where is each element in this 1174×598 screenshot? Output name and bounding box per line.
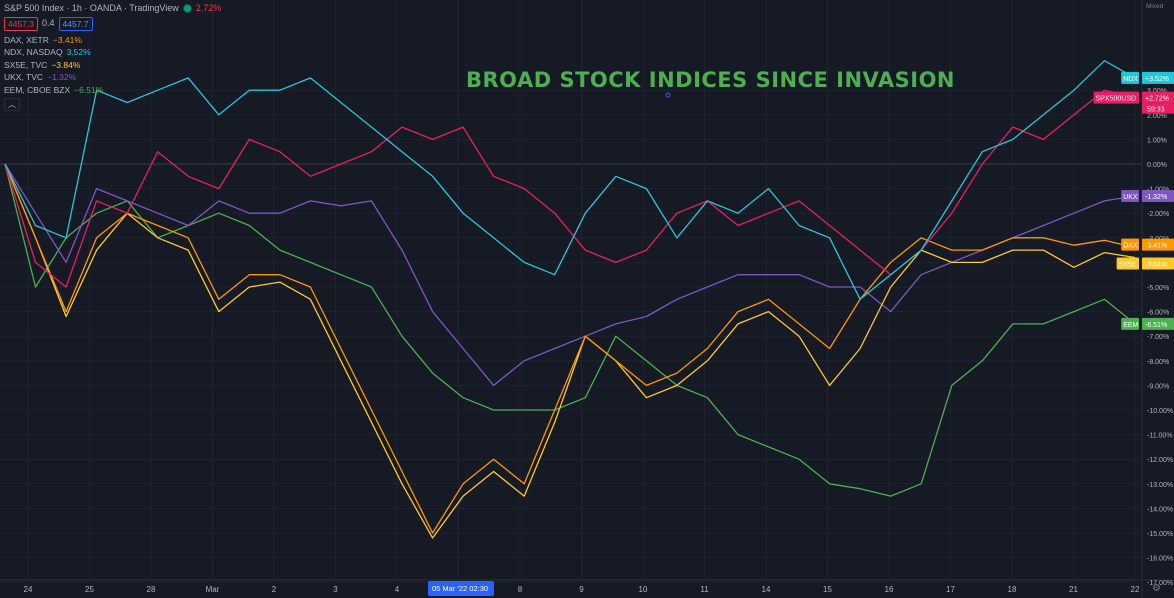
x-tick-label: 22 — [1131, 585, 1140, 594]
legend: S&P 500 Index · 1h · OANDA · TradingView… — [4, 2, 221, 111]
price-boxes: 4457.3 0.4 4457.7 — [4, 16, 221, 31]
bid-price[interactable]: 4457.3 — [4, 16, 38, 31]
x-tick-label: 21 — [1069, 585, 1078, 594]
y-tick-label: -17.00% — [1147, 580, 1173, 587]
x-tick-label: Mar — [206, 585, 220, 594]
legend-item-name: NDX, NASDAQ — [4, 47, 63, 57]
symbol-header: S&P 500 Index · 1h · OANDA · TradingView… — [4, 2, 221, 15]
legend-item[interactable]: NDX, NASDAQ 3.52% — [4, 46, 221, 59]
svg-text:-3.41%: -3.41% — [1145, 243, 1167, 250]
y-tick-label: -5.00% — [1147, 285, 1169, 292]
symbol-label[interactable]: S&P 500 Index · 1h · OANDA · TradingView — [4, 3, 179, 13]
svg-text:SX5E: SX5E — [1119, 261, 1137, 268]
svg-text:+2.72%: +2.72% — [1145, 96, 1169, 103]
svg-text:+3.52%: +3.52% — [1145, 76, 1169, 83]
crosshair-marker — [665, 92, 671, 98]
x-tick-label: 16 — [885, 585, 894, 594]
ask-price[interactable]: 4457.7 — [58, 16, 93, 31]
scale-mode-label[interactable]: Mixed — [1146, 3, 1164, 10]
legend-item-value: −1.32% — [47, 72, 77, 82]
y-tick-label: -15.00% — [1147, 531, 1173, 538]
svg-text:SPX500USD: SPX500USD — [1096, 96, 1136, 103]
y-tick-label: -9.00% — [1147, 383, 1169, 390]
x-tick-label: 10 — [639, 585, 648, 594]
y-tick-label: -2.00% — [1147, 211, 1169, 218]
x-tick-label: 11 — [700, 585, 709, 594]
legend-item-value: −6.51% — [74, 84, 104, 95]
chart-title: BROAD STOCK INDICES SINCE INVASION — [466, 68, 955, 92]
x-tick-label: 8 — [518, 585, 523, 594]
x-tick-label: 4 — [395, 585, 400, 594]
symbol-change: 2.72% — [195, 3, 222, 13]
legend-item-value: −3.41% — [52, 34, 82, 45]
series-badge-sx5e: SX5E -3.84% — [1116, 257, 1174, 270]
legend-item[interactable]: UKX, TVC −1.32% — [4, 71, 221, 84]
svg-text:UKX: UKX — [1123, 194, 1138, 201]
spread-value: 0.4 — [42, 18, 55, 29]
svg-text:EEM: EEM — [1123, 322, 1138, 329]
series-line-dax[interactable] — [4, 163, 1136, 534]
series-line-sx5e[interactable] — [4, 163, 1136, 539]
x-tick-label: 28 — [147, 585, 156, 594]
series-line-eem[interactable] — [4, 163, 1136, 497]
svg-text:-1.32%: -1.32% — [1145, 194, 1167, 201]
series-line-ndx[interactable] — [4, 60, 1136, 300]
svg-text:59:33: 59:33 — [1147, 107, 1165, 114]
svg-text:05 Mar '22 02:30: 05 Mar '22 02:30 — [432, 584, 488, 593]
legend-item[interactable]: DAX, XETR −3.41% — [4, 34, 221, 47]
y-tick-label: -16.00% — [1147, 556, 1173, 563]
series-badge-ndx: NDX +3.52% — [1121, 71, 1174, 84]
legend-item-name: UKX, TVC — [4, 72, 44, 82]
legend-item-name: DAX, XETR — [4, 34, 49, 45]
legend-item-value: −3.84% — [51, 59, 81, 70]
legend-rows: DAX, XETR −3.41% NDX, NASDAQ 3.52% SX5E, TVC… — [4, 34, 221, 97]
x-tick-label: 15 — [823, 585, 832, 594]
gear-icon[interactable]: ⚙ — [1152, 583, 1161, 594]
x-tick-label: 14 — [762, 585, 771, 594]
crosshair-time-label: 05 Mar '22 02:30 — [428, 581, 494, 596]
y-tick-label: -6.00% — [1147, 310, 1169, 317]
legend-collapse: ︿ — [4, 98, 221, 111]
legend-item-value: 3.52% — [66, 47, 91, 57]
series-badge-eem: EEM -6.51% — [1121, 317, 1174, 330]
legend-item[interactable]: EEM, CBOE BZX −6.51% — [4, 84, 221, 97]
chevron-up-icon[interactable]: ︿ — [4, 98, 20, 111]
svg-text:DAX: DAX — [1123, 243, 1138, 250]
x-tick-label: 24 — [24, 585, 33, 594]
x-tick-label: 25 — [85, 585, 94, 594]
legend-item[interactable]: SX5E, TVC −3.84% — [4, 59, 221, 72]
y-tick-label: -13.00% — [1147, 482, 1173, 489]
y-tick-label: -12.00% — [1147, 457, 1173, 464]
series-line-spx500usd[interactable] — [4, 89, 1136, 288]
series-badge-ukx: UKX -1.32% — [1121, 189, 1174, 202]
y-tick-label: 0.00% — [1147, 162, 1167, 169]
svg-text:NDX: NDX — [1123, 76, 1138, 83]
y-tick-label: 2.00% — [1147, 113, 1167, 120]
x-tick-label: 9 — [579, 585, 584, 594]
series-badge-spx500usd: SPX500USD +2.72% 59:33 — [1093, 91, 1174, 114]
x-tick-label: 2 — [272, 585, 277, 594]
svg-text:-3.84%: -3.84% — [1145, 261, 1167, 268]
y-tick-label: -7.00% — [1147, 334, 1169, 341]
market-status-dot-icon — [182, 3, 192, 13]
svg-text:-6.51%: -6.51% — [1145, 322, 1167, 329]
x-tick-label: 18 — [1008, 585, 1017, 594]
y-tick-label: -10.00% — [1147, 408, 1173, 415]
x-tick-label: 3 — [333, 585, 338, 594]
legend-item-name: EEM, CBOE BZX — [4, 84, 71, 95]
y-tick-label: 1.00% — [1147, 137, 1167, 144]
y-tick-label: -14.00% — [1147, 506, 1173, 513]
y-tick-label: -8.00% — [1147, 359, 1169, 366]
x-tick-label: 17 — [946, 585, 955, 594]
series-badge-dax: DAX -3.41% — [1121, 238, 1174, 251]
series-line-ukx[interactable] — [4, 163, 1136, 387]
legend-item-name: SX5E, TVC — [4, 59, 48, 70]
y-tick-label: -11.00% — [1147, 433, 1173, 440]
